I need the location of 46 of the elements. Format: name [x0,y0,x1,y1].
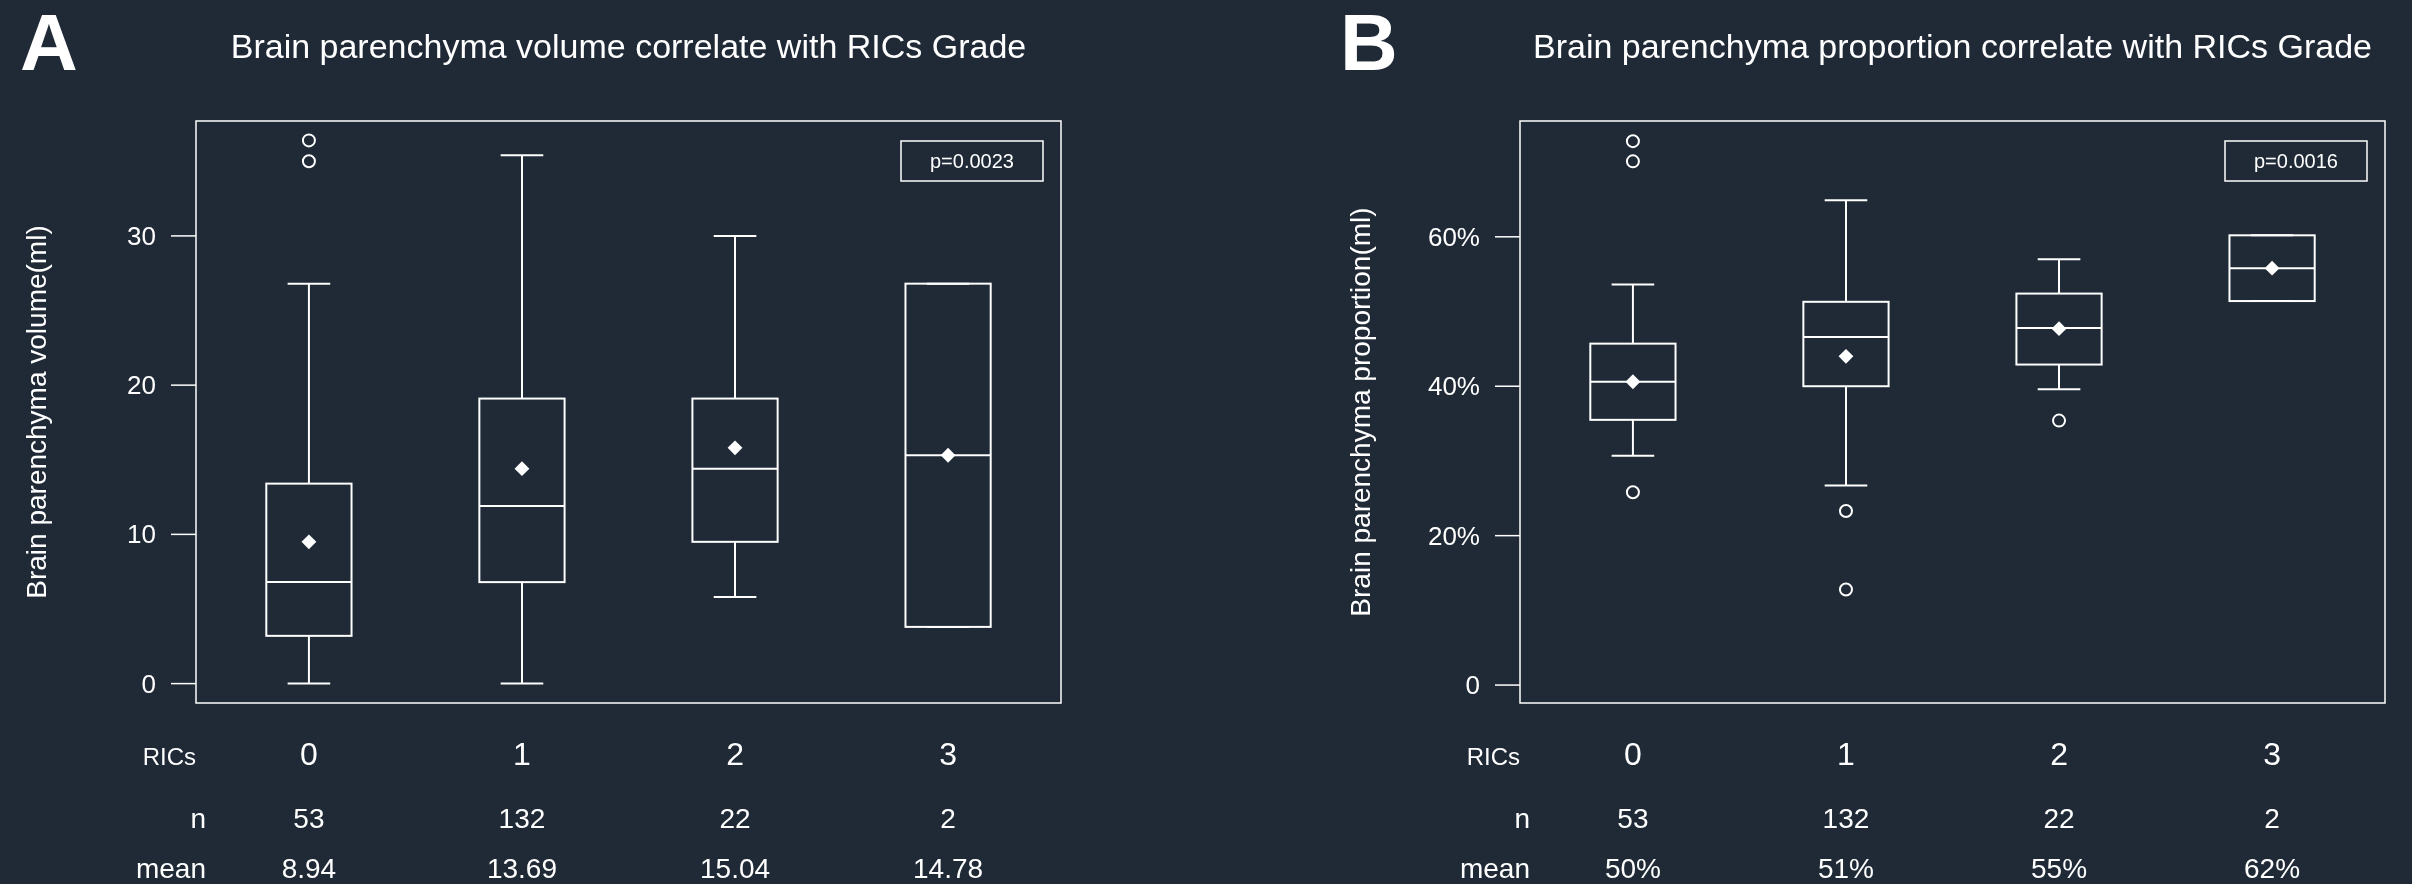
x-tick-label: 2 [726,736,744,772]
x-tick-label: 0 [1624,736,1642,772]
chart-title: Brain parenchyma proportion correlate with RICs Grade [1532,27,2373,65]
y-tick-label: 20 [127,370,156,401]
text: 55% [2031,853,2088,884]
text: mean [135,853,206,884]
x-tick-label: 3 [939,736,957,772]
text: 8.94 [281,853,337,884]
x-axis-title: RICs [142,743,196,770]
y-tick-label: 0 [1465,670,1480,701]
y-tick-label: 30 [127,221,156,252]
y-tick-label: 0 [141,668,156,699]
y-tick-label: 10 [127,519,156,550]
y-tick-label: 20% [1427,520,1480,551]
text: 15.04 [699,853,771,884]
text: n [1514,803,1530,834]
text: 51% [1817,853,1874,884]
text: 132 [498,803,546,834]
x-tick-label: 3 [2263,736,2281,772]
text: mean [1459,853,1530,884]
text: 50% [1604,853,1661,884]
y-tick-label: 40% [1427,371,1480,402]
text: 2 [940,803,956,834]
text: 53 [1617,803,1649,834]
text: 2 [2264,803,2280,834]
text: 22 [2043,803,2075,834]
x-tick-label: 2 [2050,736,2068,772]
text: 132 [1822,803,1870,834]
text: A [20,0,78,87]
annotation: p=0.0023 [930,150,1014,172]
x-tick-label: 1 [1837,736,1855,772]
x-tick-label: 1 [513,736,531,772]
y-axis-title: Brain parenchyma volume(ml) [21,225,52,599]
text: 14.78 [913,853,984,884]
text: 62% [2244,853,2301,884]
annotation: p=0.0016 [2254,150,2338,172]
y-axis-title: Brain parenchyma proportion(ml) [1345,207,1376,617]
x-axis-title: RICs [1466,743,1520,770]
chart-title: Brain parenchyma volume correlate with RICs Grade [230,27,1027,65]
text: 53 [293,803,325,834]
y-tick-label: 60% [1427,221,1480,252]
x-tick-label: 0 [300,736,318,772]
text: 22 [719,803,751,834]
text: 13.69 [486,853,558,884]
text: n [190,803,206,834]
text: B [1340,0,1398,87]
